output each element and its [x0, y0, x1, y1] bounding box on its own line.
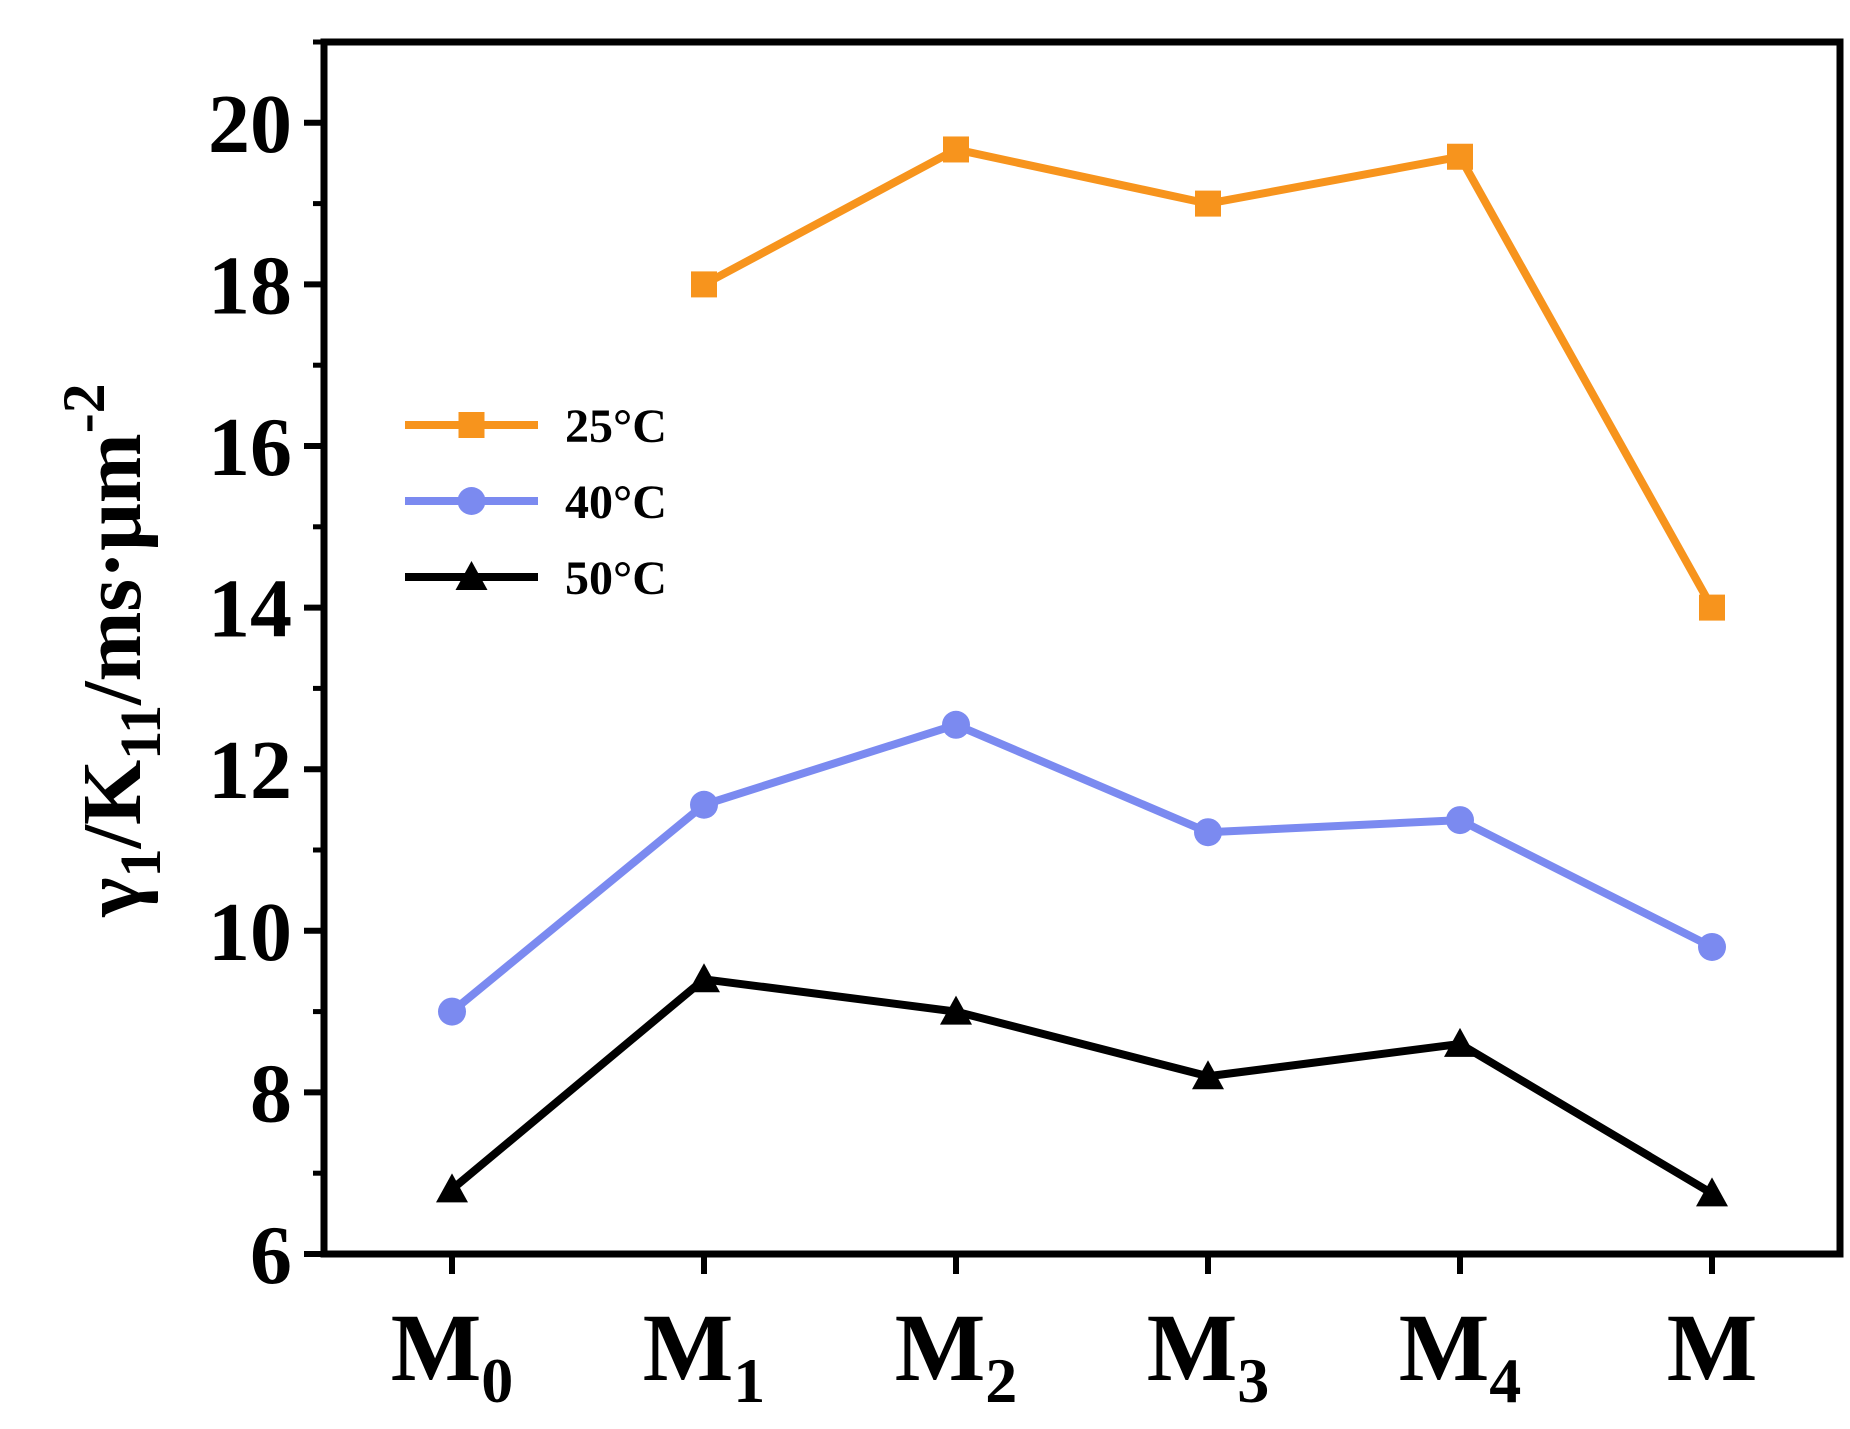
series-layer: [436, 136, 1728, 1207]
data-point-circle: [1194, 818, 1222, 847]
data-point-square: [1195, 190, 1221, 217]
y-tick-label: 18: [208, 239, 292, 332]
data-point-circle: [942, 710, 970, 739]
data-point-square: [691, 271, 717, 298]
data-point-square: [943, 136, 969, 163]
legend: 25°C 40°C 50°C: [405, 400, 667, 605]
x-tick-label: M4: [1399, 1294, 1522, 1416]
legend-label: 25°C: [565, 400, 667, 453]
x-tick-label: M0: [391, 1294, 514, 1416]
y-tick-label: 6: [250, 1209, 292, 1302]
axis-labels: γ1/K11/ms·μm-2: [51, 383, 173, 917]
data-point-triangle: [688, 963, 720, 993]
y-axis-label: γ1/K11/ms·μm-2: [51, 383, 173, 917]
y-tick-label: 20: [208, 78, 292, 171]
data-point-triangle: [1444, 1027, 1476, 1057]
data-point-circle: [1698, 932, 1726, 961]
y-tick-label: 12: [208, 724, 292, 817]
x-tick-label: M3: [1147, 1294, 1270, 1416]
y-tick-label: 10: [208, 886, 292, 979]
y-axis-label-group: γ1/K11/ms·μm-2: [51, 383, 173, 917]
x-tick-label: M2: [895, 1294, 1018, 1416]
legend-marker-circle: [457, 487, 486, 515]
legend-label: 40°C: [565, 476, 667, 529]
legend-label: 50°C: [565, 552, 667, 605]
data-point-triangle: [940, 995, 972, 1025]
data-point-triangle: [436, 1173, 468, 1203]
data-point-circle: [690, 790, 718, 819]
data-point-circle: [1446, 806, 1474, 835]
data-point-square: [1447, 143, 1473, 170]
data-point-square: [1699, 594, 1725, 621]
y-tick-label: 14: [208, 563, 292, 656]
legend-marker-triangle: [455, 561, 488, 590]
axes: 6 8 10 12 14 16 18 20 M0 M1 M2 M3 M4 M: [208, 38, 1844, 1416]
legend-marker-square: [458, 412, 485, 438]
y-tick-label: 16: [208, 401, 292, 494]
x-tick-label: M1: [643, 1294, 766, 1416]
series-line-1: [449, 720, 1714, 1015]
y-tick-label: 8: [250, 1047, 292, 1140]
data-point-circle: [438, 997, 466, 1026]
data-point-triangle: [1192, 1060, 1224, 1090]
x-tick-label: M: [1667, 1294, 1758, 1401]
series-line-0: [702, 145, 1716, 610]
series-line-2: [449, 975, 1715, 1197]
plot-frame: [320, 38, 1844, 1258]
data-point-triangle: [1696, 1177, 1728, 1207]
